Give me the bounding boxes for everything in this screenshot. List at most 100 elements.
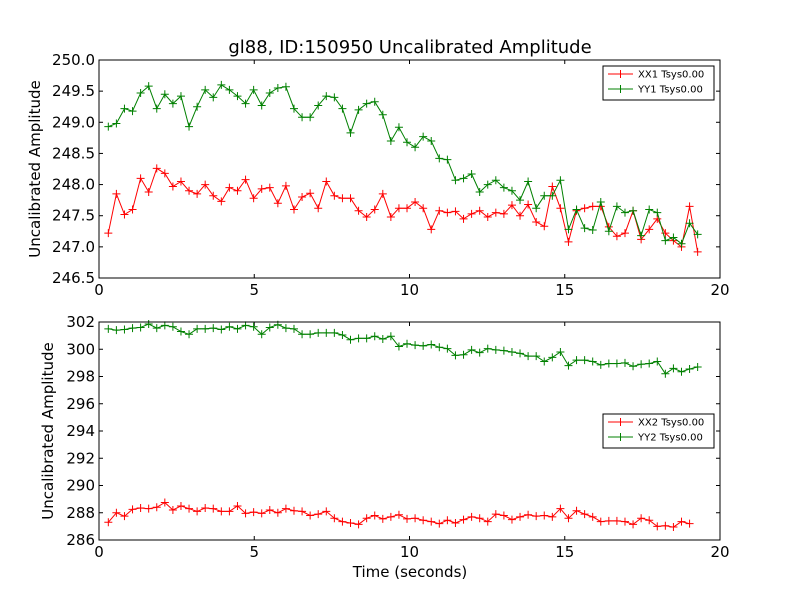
data-point-xx1 bbox=[314, 204, 323, 213]
data-point-yy1 bbox=[459, 174, 468, 183]
data-point-xx2 bbox=[354, 520, 363, 529]
data-point-xx2 bbox=[281, 504, 290, 513]
data-point-yy1 bbox=[427, 136, 436, 145]
data-point-yy1 bbox=[507, 186, 516, 195]
data-point-yy1 bbox=[225, 85, 234, 94]
data-point-xx1 bbox=[217, 197, 226, 206]
data-point-yy1 bbox=[281, 82, 290, 91]
bottom-y-tick-label: 286 bbox=[66, 531, 95, 549]
data-point-xx2 bbox=[338, 517, 347, 526]
data-point-yy2 bbox=[685, 365, 694, 374]
data-point-yy2 bbox=[604, 359, 613, 368]
bottom-y-tick-label: 298 bbox=[66, 368, 95, 386]
data-point-xx2 bbox=[193, 507, 202, 516]
data-point-xx1 bbox=[201, 180, 210, 189]
data-point-xx2 bbox=[249, 508, 258, 517]
legend-box bbox=[602, 413, 715, 449]
data-point-yy1 bbox=[556, 176, 565, 185]
data-point-xx2 bbox=[604, 516, 613, 525]
data-point-xx2 bbox=[548, 512, 557, 521]
data-point-xx2 bbox=[330, 514, 339, 523]
data-point-yy1 bbox=[120, 104, 129, 113]
data-point-xx1 bbox=[685, 202, 694, 211]
data-point-yy2 bbox=[314, 328, 323, 337]
data-point-xx2 bbox=[507, 515, 516, 524]
data-point-xx1 bbox=[475, 206, 484, 215]
data-point-yy1 bbox=[233, 92, 242, 101]
data-point-xx2 bbox=[394, 510, 403, 519]
data-point-yy2 bbox=[160, 321, 169, 330]
data-point-yy1 bbox=[168, 99, 177, 108]
data-point-xx1 bbox=[459, 214, 468, 223]
data-point-xx2 bbox=[217, 507, 226, 516]
data-point-yy2 bbox=[637, 360, 646, 369]
data-point-xx2 bbox=[588, 512, 597, 521]
data-point-yy2 bbox=[556, 347, 565, 356]
data-point-xx2 bbox=[540, 511, 549, 520]
data-point-xx2 bbox=[532, 512, 541, 521]
data-point-yy1 bbox=[298, 113, 307, 122]
data-point-xx1 bbox=[120, 210, 129, 219]
data-point-xx2 bbox=[612, 516, 621, 525]
data-point-yy2 bbox=[491, 345, 500, 354]
data-point-xx1 bbox=[362, 212, 371, 221]
data-point-yy1 bbox=[144, 82, 153, 91]
data-point-xx2 bbox=[564, 514, 573, 523]
data-point-yy2 bbox=[168, 322, 177, 331]
data-point-xx1 bbox=[112, 189, 121, 198]
data-point-yy2 bbox=[306, 330, 315, 339]
data-point-xx2 bbox=[201, 503, 210, 512]
legend-marker-yy2 bbox=[616, 433, 625, 441]
data-point-xx1 bbox=[435, 206, 444, 215]
bottom-y-tick-label: 288 bbox=[66, 504, 95, 522]
data-point-yy2 bbox=[386, 332, 395, 341]
top-y-tick-label: 247.0 bbox=[52, 238, 95, 256]
data-point-yy1 bbox=[491, 176, 500, 185]
data-point-xx1 bbox=[273, 199, 282, 208]
data-point-xx1 bbox=[620, 229, 629, 238]
data-point-yy1 bbox=[306, 113, 315, 122]
top-x-tick-label: 10 bbox=[400, 281, 419, 299]
data-point-xx1 bbox=[394, 204, 403, 213]
data-point-xx1 bbox=[281, 181, 290, 190]
data-point-yy1 bbox=[435, 154, 444, 163]
data-point-yy1 bbox=[362, 99, 371, 108]
data-point-yy2 bbox=[507, 347, 516, 356]
data-point-xx2 bbox=[378, 514, 387, 523]
data-point-xx2 bbox=[233, 501, 242, 510]
data-point-yy1 bbox=[645, 205, 654, 214]
data-point-yy2 bbox=[193, 324, 202, 333]
legend-box bbox=[602, 65, 715, 101]
data-point-xx1 bbox=[160, 169, 169, 178]
data-point-yy1 bbox=[467, 169, 476, 178]
data-point-xx1 bbox=[298, 193, 307, 202]
data-point-yy2 bbox=[176, 327, 185, 336]
data-point-yy1 bbox=[322, 92, 331, 101]
data-point-xx1 bbox=[370, 205, 379, 214]
data-point-xx2 bbox=[241, 509, 250, 518]
data-point-xx2 bbox=[289, 506, 298, 515]
data-point-xx2 bbox=[152, 503, 161, 512]
data-point-xx1 bbox=[289, 205, 298, 214]
data-point-yy2 bbox=[677, 367, 686, 376]
data-point-yy1 bbox=[152, 104, 161, 113]
data-point-yy2 bbox=[475, 348, 484, 357]
data-point-yy1 bbox=[596, 198, 605, 207]
data-point-yy1 bbox=[257, 101, 266, 110]
data-point-xx2 bbox=[427, 517, 436, 526]
bottom-plot: Uncalibrated Amplitude Time (seconds) 0 5… bbox=[39, 313, 730, 581]
data-point-yy2 bbox=[459, 350, 468, 359]
data-point-yy1 bbox=[499, 183, 508, 192]
data-point-xx1 bbox=[128, 205, 137, 214]
data-point-yy2 bbox=[378, 335, 387, 344]
data-point-xx2 bbox=[257, 509, 266, 518]
data-point-yy1 bbox=[661, 236, 670, 245]
chart-title: gl88, ID:150950 Uncalibrated Amplitude bbox=[228, 37, 591, 58]
bottom-x-tick-label: 15 bbox=[555, 543, 574, 561]
bottom-y-tick-label: 294 bbox=[66, 422, 95, 440]
data-point-xx2 bbox=[265, 506, 274, 515]
data-point-yy2 bbox=[435, 343, 444, 352]
top-x-tick-label: 15 bbox=[555, 281, 574, 299]
data-point-yy1 bbox=[532, 204, 541, 213]
data-point-xx1 bbox=[144, 188, 153, 197]
